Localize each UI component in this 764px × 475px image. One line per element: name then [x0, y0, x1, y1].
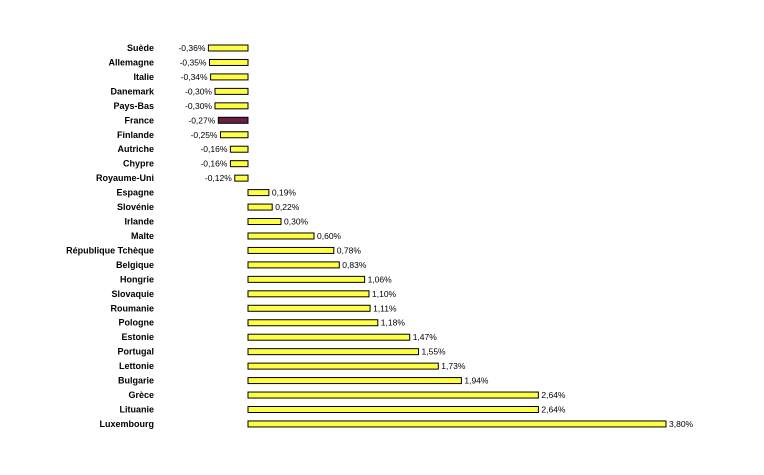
- value-label-grece: 2,64%: [541, 390, 566, 400]
- bar-malte: [247, 232, 315, 240]
- bar-pays-bas: [214, 102, 249, 110]
- bar-portugal: [247, 348, 419, 356]
- bar-danemark: [214, 87, 249, 95]
- value-label-portugal: 1,55%: [422, 347, 447, 357]
- value-label-autriche: -0,16%: [200, 144, 227, 154]
- value-label-danemark: -0,30%: [185, 86, 212, 96]
- category-label-republique-tcheque: République Tchèque: [66, 245, 154, 255]
- bar-roumanie: [247, 304, 371, 312]
- value-label-pays-bas: -0,30%: [185, 101, 212, 111]
- category-label-luxembourg: Luxembourg: [99, 419, 154, 429]
- value-label-luxembourg: 3,80%: [669, 419, 694, 429]
- bar-lettonie: [247, 362, 439, 370]
- bar-suede: [207, 44, 249, 52]
- value-label-slovaquie: 1,10%: [372, 289, 397, 299]
- category-label-estonie: Estonie: [121, 332, 154, 342]
- value-label-republique-tcheque: 0,78%: [337, 245, 362, 255]
- value-label-malte: 0,60%: [317, 231, 342, 241]
- value-label-royaume-uni: -0,12%: [205, 173, 232, 183]
- value-label-finlande: -0,25%: [191, 130, 218, 140]
- bar-chypre: [229, 160, 249, 168]
- value-label-espagne: 0,19%: [272, 188, 297, 198]
- bar-allemagne: [209, 58, 249, 66]
- category-label-irlande: Irlande: [124, 217, 154, 227]
- category-label-suede: Suède: [127, 43, 154, 53]
- bar-royaume-uni: [234, 174, 249, 182]
- value-label-roumanie: 1,11%: [373, 303, 397, 313]
- category-label-danemark: Danemark: [110, 86, 155, 96]
- bar-slovenie: [247, 203, 273, 211]
- bar-irlande: [247, 218, 282, 226]
- value-label-pologne: 1,18%: [381, 318, 406, 328]
- category-label-slovaquie: Slovaquie: [111, 289, 154, 299]
- category-label-autriche: Autriche: [117, 144, 154, 154]
- value-label-allemagne: -0,35%: [180, 57, 207, 67]
- category-labels: Suède Allemagne Italie Danemark Pays-Bas Fran…: [66, 43, 155, 429]
- category-label-bulgarie: Bulgarie: [118, 376, 154, 386]
- value-label-italie: -0,34%: [181, 72, 208, 82]
- bar-autriche: [229, 145, 249, 153]
- bar-luxembourg: [247, 420, 667, 428]
- category-label-lettonie: Lettonie: [119, 361, 154, 371]
- category-label-grece: Grèce: [128, 390, 154, 400]
- value-label-chypre: -0,16%: [200, 159, 227, 169]
- category-label-belgique: Belgique: [116, 260, 154, 270]
- category-label-malte: Malte: [131, 231, 154, 241]
- bar-slovaquie: [247, 290, 370, 298]
- bars: [207, 44, 667, 428]
- bar-estonie: [247, 333, 411, 341]
- value-label-irlande: 0,30%: [284, 217, 309, 227]
- category-label-finlande: Finlande: [117, 130, 154, 140]
- value-label-suede: -0,36%: [178, 43, 205, 53]
- category-label-lituanie: Lituanie: [119, 405, 154, 415]
- bar-hongrie: [247, 275, 366, 283]
- category-label-pays-bas: Pays-Bas: [113, 101, 154, 111]
- category-label-pologne: Pologne: [119, 318, 155, 328]
- value-label-hongrie: 1,06%: [368, 274, 393, 284]
- category-label-royaume-uni: Royaume-Uni: [96, 173, 154, 183]
- bar-bulgarie: [247, 377, 462, 385]
- value-label-france: -0,27%: [188, 115, 215, 125]
- value-labels: -0,36% -0,35% -0,34% -0,30% -0,30% -0,27% -0,2…: [178, 43, 693, 429]
- bar-belgique: [247, 261, 340, 269]
- bar-grece: [247, 391, 539, 399]
- category-label-slovenie: Slovénie: [117, 202, 154, 212]
- bar-pologne: [247, 319, 379, 327]
- category-label-france: France: [124, 115, 154, 125]
- value-label-lituanie: 2,64%: [541, 405, 566, 415]
- category-label-italie: Italie: [133, 72, 154, 82]
- category-label-allemagne: Allemagne: [108, 57, 154, 67]
- category-label-hongrie: Hongrie: [120, 274, 154, 284]
- bar-lituanie: [247, 406, 539, 413]
- value-label-slovenie: 0,22%: [275, 202, 300, 212]
- value-label-bulgarie: 1,94%: [464, 376, 489, 386]
- bar-finlande: [220, 131, 249, 139]
- category-label-espagne: Espagne: [116, 188, 154, 198]
- bar-republique-tcheque: [247, 246, 335, 254]
- category-label-portugal: Portugal: [117, 347, 154, 357]
- bar-italie: [210, 73, 249, 81]
- bar-france: [217, 116, 249, 124]
- category-label-roumanie: Roumanie: [110, 303, 154, 313]
- value-label-lettonie: 1,73%: [441, 361, 466, 371]
- value-label-belgique: 0,83%: [342, 260, 367, 270]
- bar-espagne: [247, 189, 270, 197]
- category-label-chypre: Chypre: [123, 159, 154, 169]
- value-label-estonie: 1,47%: [413, 332, 438, 342]
